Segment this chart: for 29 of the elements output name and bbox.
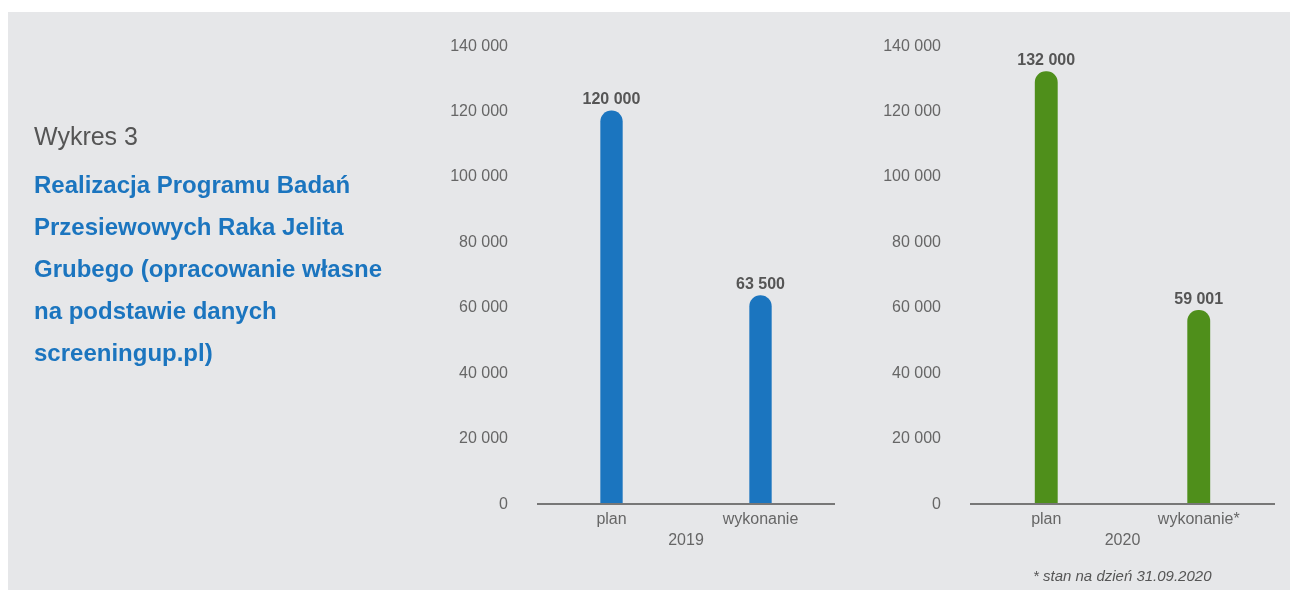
text: Wykres 3 xyxy=(34,122,138,151)
data-label: 132 000 xyxy=(1017,51,1076,69)
x-tick-label: wykonanie xyxy=(721,510,799,528)
y-tick-label: 140 000 xyxy=(450,36,509,54)
y-tick-label: 100 000 xyxy=(450,167,509,185)
y-tick-label: 0 xyxy=(499,494,509,512)
x-axis-title: 2019 xyxy=(668,531,704,549)
y-tick-label: 20 000 xyxy=(892,429,942,447)
x-tick-label: wykonanie* xyxy=(1156,510,1240,528)
y-tick-label: 0 xyxy=(932,494,942,512)
y-tick-label: 100 000 xyxy=(883,167,942,185)
text: * stan na dzień 31.09.2020 xyxy=(1033,567,1213,584)
data-label: 63 500 xyxy=(735,275,786,293)
y-tick-label: 40 000 xyxy=(892,363,942,381)
x-tick-label: plan xyxy=(1031,510,1062,528)
y-tick-label: 20 000 xyxy=(459,429,509,447)
data-label: 59 001 xyxy=(1174,289,1224,307)
data-label: 120 000 xyxy=(582,90,641,108)
y-tick-label: 40 000 xyxy=(459,363,509,381)
text: Realizacja Programu Badań Przesiewowych Raka Jelita Grubego (opracowanie własne na podstawie danych screeningup.pl) xyxy=(34,170,384,368)
x-axis-title: 2020 xyxy=(1104,531,1141,549)
y-tick-label: 120 000 xyxy=(883,102,942,120)
y-tick-label: 60 000 xyxy=(459,298,509,316)
y-tick-label: 140 000 xyxy=(883,36,942,54)
y-tick-label: 80 000 xyxy=(892,232,942,250)
y-tick-label: 120 000 xyxy=(450,102,509,120)
x-tick-label: plan xyxy=(596,510,627,528)
y-tick-label: 60 000 xyxy=(892,298,942,316)
y-tick-label: 80 000 xyxy=(459,232,509,250)
